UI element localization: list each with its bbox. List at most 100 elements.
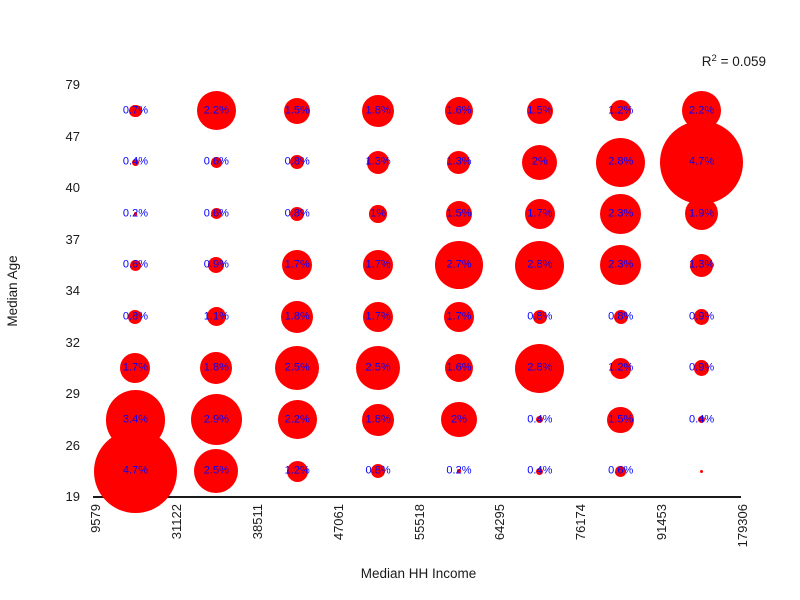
bubble	[445, 200, 473, 227]
bubble	[444, 96, 473, 125]
bubble-label: 3.4%	[122, 413, 148, 426]
bubble	[290, 155, 305, 170]
bubble	[700, 469, 704, 473]
bubble	[610, 357, 632, 379]
bubble-label: 0.8%	[365, 464, 391, 477]
bubble-label: 0.6%	[203, 155, 229, 168]
bubble-label: 0.8%	[122, 310, 148, 323]
bubble-label: 0.6%	[608, 464, 634, 477]
bubble-label: 1.7%	[365, 310, 391, 323]
bubble	[282, 250, 313, 281]
x-tick-label: 47061	[330, 504, 346, 541]
x-axis-line	[93, 496, 741, 498]
bubble-label: 1.3%	[689, 258, 715, 271]
bubble-label: 4.7%	[689, 155, 715, 168]
bubble-label: 0.8%	[608, 310, 634, 323]
bubble	[362, 403, 394, 436]
bubble	[600, 193, 641, 234]
bubble-label: 0.2%	[446, 464, 472, 477]
bubble-label: 1.7%	[527, 207, 553, 220]
bubble-label: 2.7%	[446, 258, 472, 271]
bubble-label: 1.8%	[284, 310, 310, 323]
bubble	[610, 100, 632, 122]
bubble-label: 0.4%	[527, 413, 553, 426]
bubble-label: 1.7%	[365, 258, 391, 271]
bubble	[290, 206, 305, 221]
bubble-label: 2.8%	[527, 258, 553, 271]
bubble	[447, 150, 471, 174]
x-tick-label: 64295	[492, 504, 508, 541]
bubble	[363, 301, 393, 332]
bubble-label: 2.8%	[527, 361, 553, 374]
bubble	[600, 245, 641, 286]
bubble	[693, 308, 710, 325]
r-squared-value: = 0.059	[716, 54, 766, 69]
bubble-label: 1.8%	[365, 104, 391, 117]
bubble	[443, 301, 474, 332]
y-tick-label: 26	[65, 437, 80, 453]
bubble	[120, 353, 151, 384]
bubble	[286, 460, 308, 482]
y-tick-label: 79	[65, 77, 80, 92]
bubble-label: 1.3%	[446, 155, 472, 168]
bubble-label: 0.9%	[203, 258, 229, 271]
bubble-label: 0.8%	[284, 155, 310, 168]
bubble	[133, 211, 138, 216]
bubble-label: 1.7%	[284, 258, 310, 271]
bubble-label: 1.2%	[608, 104, 634, 117]
bubble	[684, 197, 719, 231]
bubble-label: 0.4%	[527, 464, 553, 477]
y-tick-label: 32	[65, 334, 80, 350]
bubble	[441, 402, 477, 438]
bubble-label: 0.4%	[689, 413, 715, 426]
bubble	[444, 354, 473, 383]
bubble-label: 1.6%	[446, 361, 472, 374]
bubble-label: 0.2%	[122, 207, 148, 220]
bubble-label: 0.9%	[689, 310, 715, 323]
bubble-label: 1.2%	[284, 464, 310, 477]
bubble	[277, 400, 317, 440]
x-tick-label: 9579	[88, 504, 103, 533]
bubble	[613, 309, 628, 324]
bubble	[356, 346, 401, 391]
bubble	[196, 91, 236, 131]
bubble-label: 2.2%	[284, 413, 310, 426]
bubble-label: 2.5%	[203, 464, 229, 477]
bubble	[200, 352, 233, 385]
bubble-label: 0.4%	[122, 155, 148, 168]
bubble-label: 1.5%	[527, 104, 553, 117]
r-squared-base: R	[701, 54, 712, 69]
bubble-label: 1.8%	[365, 413, 391, 426]
bubble	[190, 394, 242, 446]
bubble	[607, 406, 634, 433]
bubble-label: 2%	[450, 413, 467, 426]
bubble	[369, 204, 387, 223]
bubble-label: 1.2%	[608, 361, 634, 374]
bubble-label: 1.1%	[203, 310, 229, 323]
bubble	[435, 241, 483, 289]
bubble	[693, 360, 710, 377]
x-tick-label: 38511	[249, 504, 265, 540]
bubble-label: 4.7%	[122, 464, 148, 477]
bubble	[526, 97, 553, 124]
bubble	[515, 240, 565, 290]
bubble	[457, 469, 461, 473]
x-tick-label: 55518	[411, 504, 427, 541]
bubble-label: 0.6%	[203, 207, 229, 220]
r-squared-superscript: 2	[711, 53, 717, 64]
y-tick-label: 37	[65, 231, 80, 247]
y-tick-label: 34	[65, 283, 80, 298]
y-tick-label: 40	[65, 180, 80, 195]
bubble	[690, 253, 713, 277]
bubble	[208, 257, 225, 274]
bubble	[94, 429, 177, 513]
bubble-label: 1.3%	[365, 155, 391, 168]
bubble	[206, 307, 226, 327]
bubble-label: 0.9%	[689, 361, 715, 374]
bubble-label: 2.3%	[608, 258, 634, 271]
r-squared-annotation: R2 = 0.059	[620, 53, 766, 69]
y-tick-label: 19	[65, 489, 80, 504]
bubble-label: 2.3%	[608, 207, 634, 220]
bubble	[130, 259, 141, 271]
bubble	[194, 449, 239, 494]
